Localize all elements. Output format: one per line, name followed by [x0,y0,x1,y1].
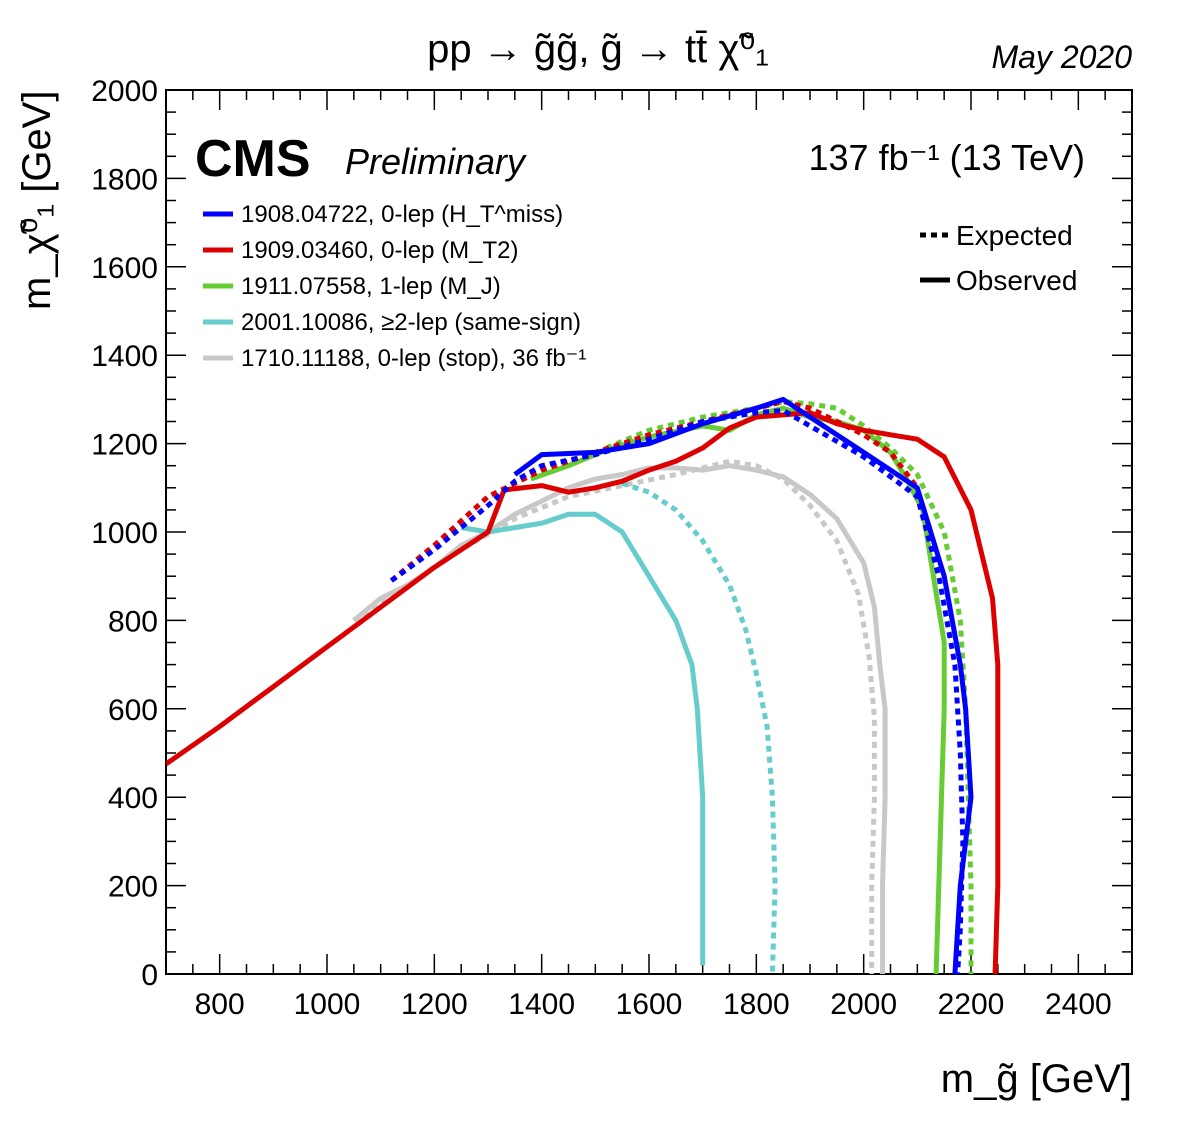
legend-entry: 1710.11188, 0-lep (stop), 36 fb⁻¹ [241,345,586,372]
curve-observed [352,463,888,974]
x-tick-label: 1200 [401,988,468,1021]
experiment-label: CMS [195,130,311,188]
legend-entry: 1911.07558, 1-lep (M_J) [241,273,501,300]
y-tick-label: 2000 [91,75,158,108]
axis-ticks [165,89,1133,975]
y-tick-label: 1000 [91,517,158,550]
y-tick-label: 0 [141,959,158,992]
y-tick-label: 1200 [91,429,158,462]
y-tick-label: 1600 [91,252,158,285]
legend: 1908.04722, 0-lep (H_T^miss) 1909.03460, … [203,201,586,372]
status-label: Preliminary [345,141,527,182]
style-legend-entry: Expected [956,220,1073,251]
x-tick-labels: 800 1000 1200 1400 1600 1800 2000 2200 2400 [195,988,1112,1021]
luminosity-label: 137 fb⁻¹ (13 TeV) [809,137,1086,178]
y-tick-label: 800 [108,605,158,638]
curve-expected [389,408,966,974]
curve-expected [352,458,877,974]
legend-entry: 2001.10086, ≥2-lep (same-sign) [241,309,581,336]
style-legend: Expected Observed [920,220,1077,296]
curve-expected [389,399,920,583]
x-tick-label: 1800 [723,988,790,1021]
legend-entry: 1908.04722, 0-lep (H_T^miss) [241,201,563,228]
date-label: May 2020 [991,39,1132,75]
legend-entry: 1909.03460, 0-lep (M_T2) [241,237,519,264]
y-tick-label: 600 [108,694,158,727]
y-axis-title: m_χ̃⁰₁ [GeV] [15,91,59,310]
curve-observed [513,396,974,974]
x-axis-title: m_g̃ [GeV] [941,1057,1132,1101]
curve-expected [621,481,778,974]
y-tick-label: 200 [108,871,158,904]
x-tick-label: 2200 [938,988,1005,1021]
curve-observed [460,511,706,966]
x-tick-label: 2000 [830,988,897,1021]
x-tick-label: 2400 [1045,988,1112,1021]
x-tick-label: 1400 [508,988,575,1021]
y-tick-labels: 0 200 400 600 800 1000 1200 1400 1600 1800 2000 [91,75,158,992]
x-tick-label: 1000 [294,988,361,1021]
curve-observed [166,410,1001,974]
style-legend-entry: Observed [956,265,1077,296]
y-tick-label: 1800 [91,163,158,196]
x-tick-label: 800 [195,988,245,1021]
limit-curves [166,396,1001,974]
x-tick-label: 1600 [616,988,683,1021]
y-tick-label: 1400 [91,340,158,373]
chart-title: pp → g̃g̃, g̃ → tt̄ χ̃⁰₁ [427,27,769,71]
y-tick-label: 400 [108,782,158,815]
